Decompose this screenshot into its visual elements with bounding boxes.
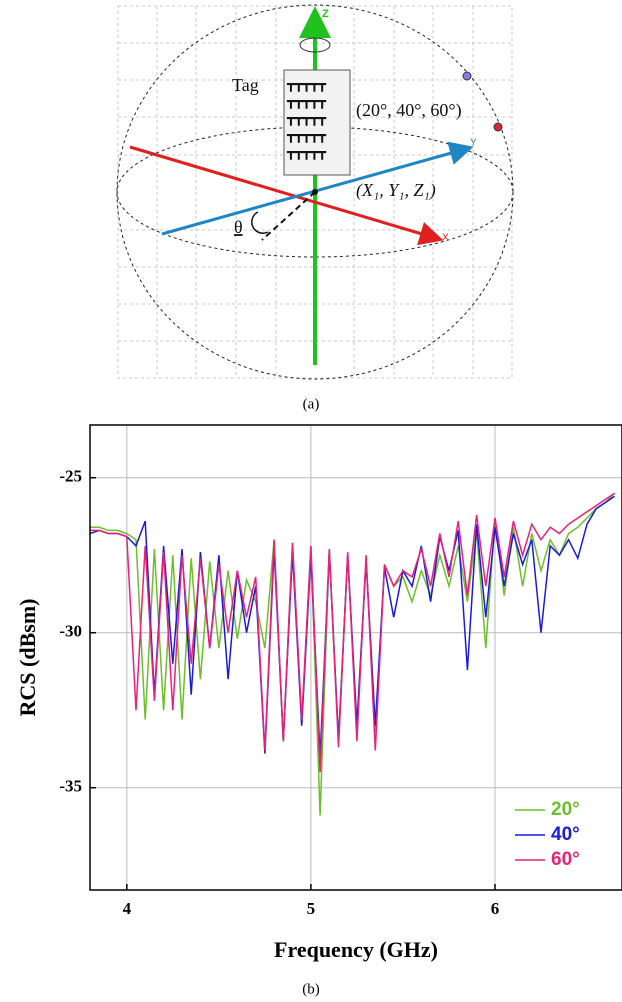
legend-label: 60° [551, 849, 580, 870]
legend-label: 40° [551, 824, 580, 845]
y-tick-label: -25 [59, 467, 82, 486]
svg-text:┳┳┳┳┳: ┳┳┳┳┳ [286, 129, 326, 144]
origin-point [312, 189, 318, 195]
equator [116, 126, 514, 258]
plot-frame [89, 424, 622, 891]
theta-label: θ [234, 217, 243, 237]
y-label: Y [470, 138, 477, 149]
x-tick-label: 6 [491, 899, 500, 918]
svg-text:┳┳┳┳┳: ┳┳┳┳┳ [286, 112, 326, 127]
tag-label: Tag [232, 75, 259, 95]
x-axis [129, 145, 444, 246]
projection [261, 191, 316, 241]
chart: -35 -30 -25 4 5 6 20° 40° 60° Frequency (GHz) RCS … [15, 424, 622, 997]
origin-label: (X₁, Y₁, Z₁) [356, 180, 436, 201]
caption: (b) [302, 981, 320, 997]
y-tick-label: -30 [59, 622, 82, 641]
angles-label: (20°, 40°, 60°) [356, 100, 462, 121]
caption: (a) [303, 396, 320, 412]
y-tick-label: -35 [59, 777, 82, 796]
theta-arc [251, 211, 269, 234]
tag-body [283, 69, 351, 176]
x-tick-label: 5 [307, 899, 316, 918]
rotation-arrow [299, 37, 331, 53]
x-axis-title: Frequency (GHz) [274, 937, 438, 962]
svg-text:┳┳┳┳┳: ┳┳┳┳┳ [286, 78, 326, 93]
x-label: X [442, 233, 449, 244]
legend-label: 20° [551, 799, 580, 820]
x-tick-label: 4 [123, 899, 132, 918]
y-axis-title: RCS (dBsm) [15, 599, 40, 717]
svg-text:┳┳┳┳┳: ┳┳┳┳┳ [286, 146, 326, 161]
diagram: ┳┳┳┳┳ ┳┳┳┳┳ ┳┳┳┳┳ ┳┳┳┳┳ ┳┳┳┳┳ Z Y X Tag (20°… [116, 4, 514, 412]
z-label: Z [322, 8, 329, 20]
point-blue [462, 71, 472, 81]
point-red [493, 122, 503, 132]
series-line [90, 492, 616, 773]
tag-pattern: ┳┳┳┳┳ ┳┳┳┳┳ ┳┳┳┳┳ ┳┳┳┳┳ ┳┳┳┳┳ [286, 78, 326, 161]
svg-text:┳┳┳┳┳: ┳┳┳┳┳ [286, 95, 326, 110]
